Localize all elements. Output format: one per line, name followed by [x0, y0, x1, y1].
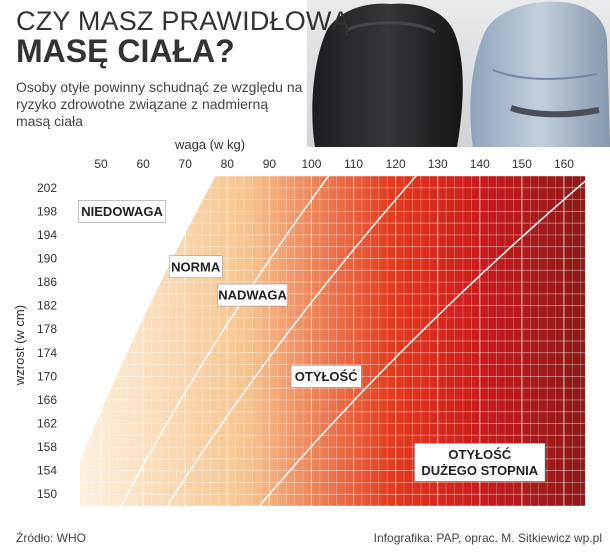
- x-tick-label: 100: [301, 157, 321, 171]
- x-tick-label: 50: [94, 157, 108, 171]
- y-tick-label: 186: [37, 275, 57, 289]
- y-tick-label: 178: [37, 322, 57, 336]
- x-tick-label: 110: [344, 157, 363, 171]
- zone-label: DUŻEGO STOPNIA: [421, 463, 538, 478]
- bmi-boundary-line: [166, 176, 417, 506]
- zone-label-box: [168, 255, 223, 279]
- zone-label: NADWAGA: [218, 288, 287, 303]
- zone-label-box: [217, 283, 288, 307]
- x-tick-label: 140: [470, 157, 490, 171]
- y-tick-label: 202: [37, 181, 57, 195]
- plot-layer: [80, 176, 585, 506]
- zone-label-box: [290, 365, 362, 388]
- y-tick-label: 166: [37, 393, 57, 407]
- bmi-boundary-line: [120, 176, 330, 506]
- x-tick-label: 150: [512, 157, 532, 171]
- x-tick-label: 120: [386, 157, 406, 171]
- y-tick-label: 150: [37, 487, 57, 501]
- x-tick-label: 90: [263, 157, 277, 171]
- tick-layer: 50 60 70 80 90 100 110 120 130 140 150 160 202 198 194…: [37, 157, 574, 501]
- x-tick-label: 160: [554, 157, 574, 171]
- y-tick-label: 194: [37, 228, 57, 242]
- zone-label: NORMA: [171, 259, 221, 274]
- bmi-boundary-line: [80, 176, 216, 462]
- title-line-2: MASĘ CIAŁA?: [16, 33, 235, 69]
- zone-label-box: [414, 443, 546, 482]
- zone-label-box: [78, 200, 167, 223]
- y-tick-label: 198: [37, 204, 57, 218]
- y-axis-label: wzrost (w cm): [12, 305, 27, 386]
- zone-label: OTYŁOŚĆ: [295, 369, 358, 384]
- x-tick-label: 70: [179, 157, 193, 171]
- y-tick-label: 170: [37, 369, 57, 383]
- zone-label: OTYŁOŚĆ: [448, 447, 511, 462]
- x-axis-label: waga (w kg): [174, 137, 245, 152]
- overweight-men-photo: [307, 0, 610, 148]
- source-note: Źródło: WHO: [16, 531, 87, 545]
- x-tick-label: 60: [136, 157, 150, 171]
- zone-label: NIEDOWAGA: [81, 204, 163, 219]
- photo-panel: [307, 0, 610, 148]
- subtitle: Osoby otyłe powinny schudnąć ze względu …: [16, 79, 303, 129]
- x-tick-label: 80: [221, 157, 235, 171]
- y-tick-label: 182: [37, 299, 57, 313]
- y-tick-label: 158: [37, 440, 57, 454]
- bmi-boundary-line: [258, 180, 585, 506]
- zone-label-layer: NIEDOWAGANORMANADWAGAOTYŁOŚĆOTYŁOŚĆDUŻEG…: [78, 200, 546, 482]
- title-line-1: CZY MASZ PRAWIDŁOWĄ: [16, 6, 350, 36]
- y-tick-label: 190: [37, 252, 57, 266]
- credit-note: Infografika: PAP, oprac. M. Sitkiewicz w…: [373, 531, 602, 545]
- underweight-white-area: [80, 176, 215, 506]
- y-tick-label: 174: [37, 346, 57, 360]
- y-tick-label: 154: [37, 464, 57, 478]
- y-tick-label: 162: [37, 417, 57, 431]
- x-tick-label: 130: [428, 157, 448, 171]
